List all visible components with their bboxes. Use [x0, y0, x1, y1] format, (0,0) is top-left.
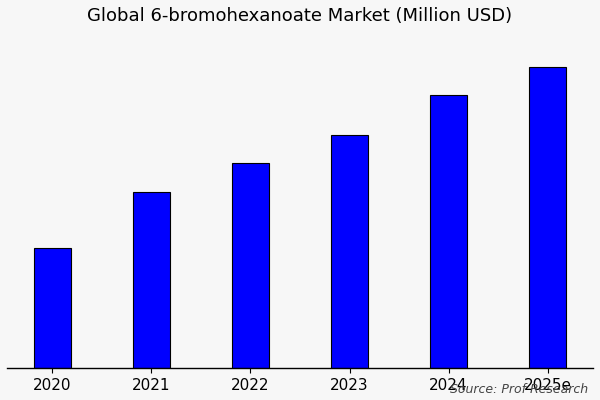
Bar	[430, 95, 467, 368]
Text: Source: Prof Research: Source: Prof Research	[450, 383, 588, 396]
Bar	[529, 67, 566, 368]
Title: Global 6-bromohexanoate Market (Million USD): Global 6-bromohexanoate Market (Million …	[88, 7, 512, 25]
Bar	[34, 248, 71, 368]
Bar	[232, 164, 269, 368]
Bar	[133, 192, 170, 368]
Bar	[331, 135, 368, 368]
